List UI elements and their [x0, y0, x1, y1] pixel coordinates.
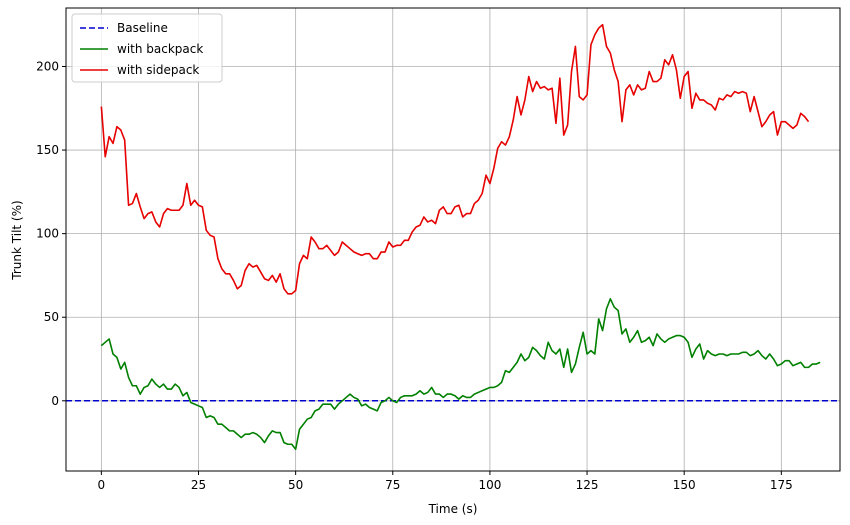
x-axis-label: Time (s)	[428, 502, 478, 516]
legend-label-baseline: Baseline	[117, 21, 168, 35]
y-tick-label: 200	[36, 60, 59, 74]
legend-label-backpack: with backpack	[117, 42, 203, 56]
plot-area	[66, 8, 840, 471]
x-tick-label: 150	[673, 478, 696, 492]
x-tick-label: 100	[478, 478, 501, 492]
legend-item-backpack: with backpack	[80, 42, 203, 56]
y-axis-label: Trunk Tilt (%)	[10, 200, 24, 280]
x-tick-label: 125	[576, 478, 599, 492]
legend-item-sidepack: with sidepack	[80, 63, 199, 77]
plot-frame	[65, 7, 841, 472]
y-tick-label: 50	[44, 310, 59, 324]
series-line-backpack	[100, 298, 821, 451]
x-tick-label: 0	[98, 478, 106, 492]
x-tick-label: 75	[385, 478, 400, 492]
y-tick-label: 150	[36, 143, 59, 157]
y-tick-label: 100	[36, 227, 59, 241]
x-tick-label: 25	[191, 478, 206, 492]
series-layer	[100, 23, 821, 451]
x-tick-label: 50	[288, 478, 303, 492]
y-tick-label: 0	[51, 394, 59, 408]
x-axis-ticks: 0 25 50 75 100 125 150 175	[98, 471, 793, 492]
legend: Baseline with backpack with sidepack	[71, 13, 223, 83]
x-tick-label: 175	[770, 478, 793, 492]
legend-box	[71, 13, 223, 83]
series-line-sidepack	[100, 23, 810, 295]
legend-item-baseline: Baseline	[80, 21, 168, 35]
y-axis-ticks: 0 50 100 150 200	[36, 60, 66, 408]
legend-label-sidepack: with sidepack	[117, 63, 199, 77]
